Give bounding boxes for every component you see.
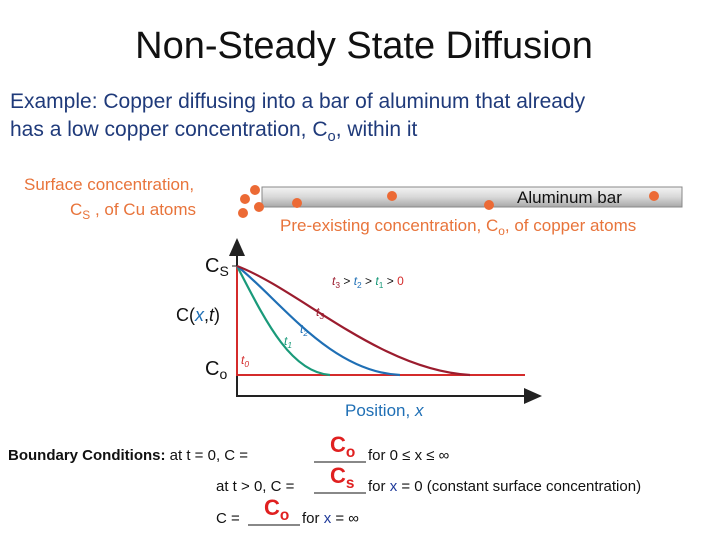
blank-fill: Co [264,495,289,524]
text-part: Boundary Conditions: [8,447,166,464]
surface-label: Surface concentration, [24,175,194,194]
text-part: > [340,274,354,288]
text-part: C [70,200,82,219]
text-part: 2 [357,280,362,290]
curve-label: t2 [300,322,308,338]
text-part: C [330,432,346,457]
text-part: for [368,478,390,495]
curve-label: t1 [284,334,292,350]
text-part: 3 [319,311,324,321]
curve-label: t3 [316,305,324,321]
text-part: for [302,510,324,527]
text-part: C [205,358,219,380]
y-axis-label: C(x,t) [176,305,220,325]
text-part: x [390,478,398,495]
text-part: = ∞ [331,510,359,527]
text-part: > [383,274,397,288]
text-part: x [194,305,205,325]
text-part: S [219,263,228,279]
title: Non-Steady State Diffusion [135,25,593,67]
text-part: t [300,322,304,336]
text-part: C [330,463,346,488]
text-part: , of Cu atoms [90,200,196,219]
text-part: o [498,224,505,238]
text-part: = 0 (constant surface concentration) [397,478,641,495]
boundary-row: for 0 ≤ x ≤ ∞ [368,447,450,464]
text-part: has a low copper concentration, C [10,118,328,141]
text-part: 1 [287,340,292,350]
plot [229,238,542,404]
text-part: 0 [244,359,249,369]
intro-line: has a low copper concentration, Co, with… [10,118,418,145]
text-part: 1 [379,280,384,290]
boundary-row: for x = ∞ [302,510,359,527]
curve-label: t0 [241,353,249,369]
x-axis-label: Position, x [345,401,424,420]
text-part: x [414,401,424,420]
text-part: t [375,274,379,288]
text-part: ) [214,305,220,325]
text-part: s [346,475,355,492]
text-part: t [241,353,245,367]
text-part: o [280,507,289,524]
text-part: 0 [397,274,404,288]
atoms [238,185,659,218]
surface-label: CS , of Cu atoms [70,200,196,222]
text-part: Pre-existing concentration, C [280,216,498,235]
text-part: Position, [345,401,415,420]
text-part: 3 [335,280,340,290]
text-part: t [332,274,336,288]
cs-label: CS [205,255,229,279]
boundary-row: C = [216,510,240,527]
text-part: t [354,274,358,288]
boundary-row: Boundary Conditions: at t = 0, C = [8,447,248,464]
text-part: t [284,334,288,348]
intro-line: Example: Copper diffusing into a bar of … [10,90,586,113]
text-part: t [316,305,320,319]
text-part: x [324,510,332,527]
text-part: C [205,255,219,277]
text-part: , within it [336,118,418,141]
text-part: C [264,495,280,520]
boundary-row: for x = 0 (constant surface concentratio… [368,478,641,495]
bar-label: Aluminum bar [517,188,622,207]
co-label: Co [205,358,227,382]
text-part: , [204,305,209,325]
text-part: at t = 0, C = [166,447,249,464]
text-part: o [219,366,227,382]
aluminum-bar [261,186,683,208]
text-part: S [82,208,90,222]
time-order: t3 > t2 > t1 > 0 [332,274,404,290]
preexisting-label: Pre-existing concentration, Co, of coppe… [280,216,636,238]
text-part: o [346,444,355,461]
text-part: > [362,274,376,288]
text-part: C( [176,305,195,325]
text-part: 2 [302,328,308,338]
blank-fill: Co [330,432,355,461]
boundary-row: at t > 0, C = [216,478,295,495]
text-part: o [328,129,336,145]
blank-fill: Cs [330,463,354,492]
text-part: , of copper atoms [505,216,636,235]
text-part: t [209,305,215,325]
